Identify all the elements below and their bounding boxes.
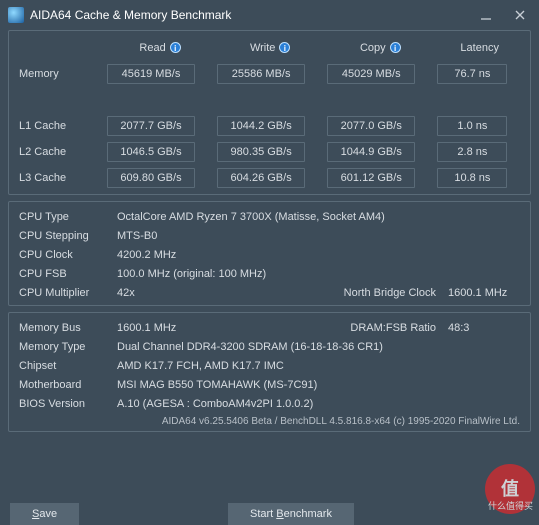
- motherboard: MSI MAG B550 TOMAHAWK (MS-7C91): [113, 375, 524, 394]
- col-copy: Copyi: [325, 35, 435, 61]
- row-l1: L1 Cache 2077.7 GB/s 1044.2 GB/s 2077.0 …: [15, 113, 524, 139]
- memory-bus: 1600.1 MHz: [113, 318, 309, 337]
- l2-copy: 1044.9 GB/s: [327, 142, 415, 162]
- version-footer: AIDA64 v6.25.5406 Beta / BenchDLL 4.5.81…: [15, 413, 524, 428]
- memory-read: 45619 MB/s: [107, 64, 195, 84]
- dram-ratio-label: DRAM:FSB Ratio: [309, 318, 444, 337]
- start-benchmark-button[interactable]: Start Benchmark: [228, 503, 354, 525]
- row-l2: L2 Cache 1046.5 GB/s 980.35 GB/s 1044.9 …: [15, 139, 524, 165]
- cpu-clock: 4200.2 MHz: [113, 245, 524, 264]
- memory-latency: 76.7 ns: [437, 64, 507, 84]
- info-icon[interactable]: i: [279, 42, 290, 53]
- l3-latency: 10.8 ns: [437, 168, 507, 188]
- l1-latency: 1.0 ns: [437, 116, 507, 136]
- benchmark-table: Readi Writei Copyi Latency Memory 45619 …: [15, 35, 524, 191]
- cpu-fsb: 100.0 MHz (original: 100 MHz): [113, 264, 524, 283]
- l1-copy: 2077.0 GB/s: [327, 116, 415, 136]
- col-write: Writei: [215, 35, 325, 61]
- l3-read: 609.80 GB/s: [107, 168, 195, 188]
- app-icon: [8, 7, 24, 23]
- info-icon[interactable]: i: [170, 42, 181, 53]
- info-icon[interactable]: i: [390, 42, 401, 53]
- nb-clock: 1600.1 MHz: [444, 283, 524, 302]
- cpu-type: OctalCore AMD Ryzen 7 3700X (Matisse, So…: [113, 207, 524, 226]
- col-read: Readi: [105, 35, 215, 61]
- l2-latency: 2.8 ns: [437, 142, 507, 162]
- benchmark-panel: Readi Writei Copyi Latency Memory 45619 …: [8, 30, 531, 195]
- l3-write: 604.26 GB/s: [217, 168, 305, 188]
- watermark: 值 什么值得买: [485, 464, 535, 514]
- titlebar: AIDA64 Cache & Memory Benchmark: [0, 0, 539, 30]
- cpu-multiplier: 42x: [113, 283, 309, 302]
- memory-type: Dual Channel DDR4-3200 SDRAM (16-18-18-3…: [113, 337, 524, 356]
- cpu-stepping: MTS-B0: [113, 226, 524, 245]
- memory-copy: 45029 MB/s: [327, 64, 415, 84]
- window-title: AIDA64 Cache & Memory Benchmark: [30, 8, 479, 22]
- l1-write: 1044.2 GB/s: [217, 116, 305, 136]
- row-memory: Memory 45619 MB/s 25586 MB/s 45029 MB/s …: [15, 61, 524, 87]
- l3-copy: 601.12 GB/s: [327, 168, 415, 188]
- save-button[interactable]: Save: [10, 503, 79, 525]
- close-icon[interactable]: [513, 8, 527, 22]
- chipset: AMD K17.7 FCH, AMD K17.7 IMC: [113, 356, 524, 375]
- col-latency: Latency: [435, 35, 524, 61]
- watermark-text: 什么值得买: [488, 499, 533, 512]
- memory-info-panel: Memory Bus 1600.1 MHz DRAM:FSB Ratio 48:…: [8, 312, 531, 432]
- nb-clock-label: North Bridge Clock: [309, 283, 444, 302]
- row-l3: L3 Cache 609.80 GB/s 604.26 GB/s 601.12 …: [15, 165, 524, 191]
- l1-read: 2077.7 GB/s: [107, 116, 195, 136]
- l2-read: 1046.5 GB/s: [107, 142, 195, 162]
- cpu-info-panel: CPU TypeOctalCore AMD Ryzen 7 3700X (Mat…: [8, 201, 531, 306]
- memory-write: 25586 MB/s: [217, 64, 305, 84]
- l2-write: 980.35 GB/s: [217, 142, 305, 162]
- minimize-icon[interactable]: [479, 8, 493, 22]
- dram-ratio: 48:3: [444, 318, 524, 337]
- bios-version: A.10 (AGESA : ComboAM4v2PI 1.0.0.2): [113, 394, 524, 413]
